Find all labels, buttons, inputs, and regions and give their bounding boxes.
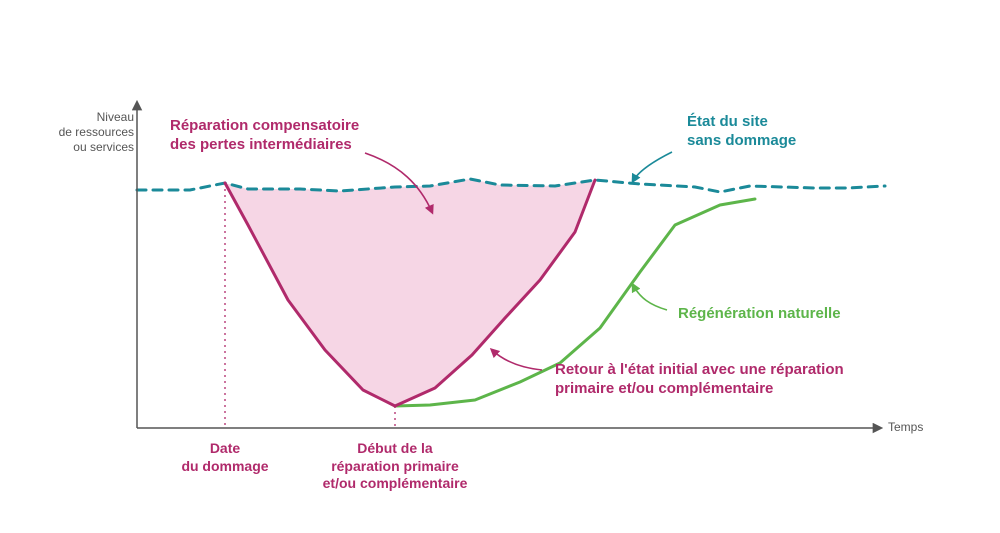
x-axis-label: Temps — [888, 420, 923, 435]
callout-baseline-state: État du site sans dommage — [687, 113, 796, 151]
arrow-natural-regen — [633, 285, 667, 310]
callout-natural-regen: Régénération naturelle — [678, 305, 841, 324]
xlabel-damage-date: Date du dommage — [181, 440, 268, 475]
callout-compensatory: Réparation compensatoire des pertes inte… — [170, 117, 359, 155]
arrow-baseline-state — [633, 152, 672, 181]
y-axis-label: Niveau de ressources ou services — [59, 110, 134, 155]
arrow-return-initial — [492, 350, 542, 370]
callout-return-initial: Retour à l'état initial avec une réparat… — [555, 361, 844, 399]
xlabel-repair-start: Début de la réparation primaire et/ou co… — [323, 440, 468, 493]
diagram-canvas — [0, 0, 1000, 533]
